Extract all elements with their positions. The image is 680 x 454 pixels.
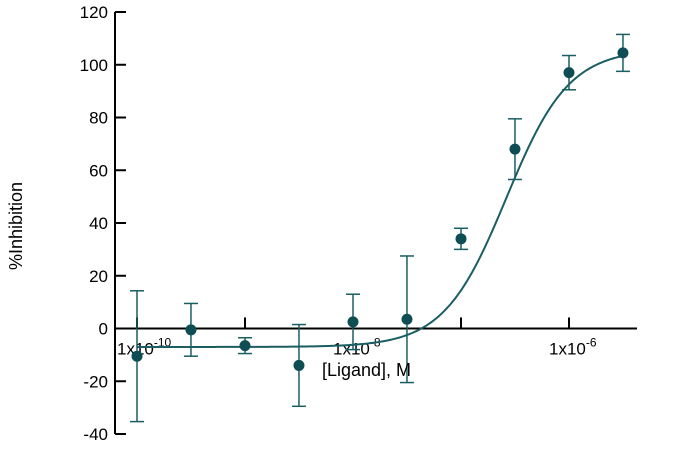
data-point <box>615 33 630 73</box>
x-tick-label: 1x10-8 <box>333 336 381 359</box>
point-marker <box>293 359 305 371</box>
y-tick-label: 80 <box>89 109 108 128</box>
point-marker <box>239 340 251 352</box>
data-point <box>346 293 360 351</box>
point-marker <box>401 313 413 325</box>
data-point <box>399 255 414 384</box>
point-marker <box>563 67 575 79</box>
data-point <box>562 54 576 91</box>
y-tick-label: 120 <box>80 3 108 22</box>
y-tick-label: 0 <box>99 320 108 339</box>
y-tick-label: 100 <box>80 56 108 75</box>
y-tick-label: 20 <box>89 267 108 286</box>
y-tick-label: 40 <box>89 214 108 233</box>
y-tick-label: -40 <box>83 425 108 444</box>
data-point <box>130 290 144 423</box>
point-marker <box>455 233 467 245</box>
y-tick-label: -20 <box>83 372 108 391</box>
x-axis: 1x10-10 1x10-8 1x10-6 <box>115 317 637 359</box>
fit-curve <box>137 54 624 348</box>
x-tick-label: 1x10-6 <box>549 336 597 359</box>
x-axis-title: [Ligand], M <box>322 360 411 380</box>
y-axis: -40 -20 0 20 40 60 80 100 120 <box>80 3 126 444</box>
data-point <box>507 118 522 181</box>
y-axis-title: %Inhibition <box>6 182 26 270</box>
data-point <box>238 336 252 355</box>
point-marker <box>617 47 629 59</box>
point-marker <box>131 350 143 362</box>
y-tick-label: 60 <box>89 161 108 180</box>
point-marker <box>509 143 521 155</box>
data-point <box>183 302 198 357</box>
data-points <box>130 33 630 423</box>
data-point <box>454 227 468 251</box>
point-marker <box>185 324 197 336</box>
data-point <box>291 323 306 408</box>
point-marker <box>347 316 359 328</box>
